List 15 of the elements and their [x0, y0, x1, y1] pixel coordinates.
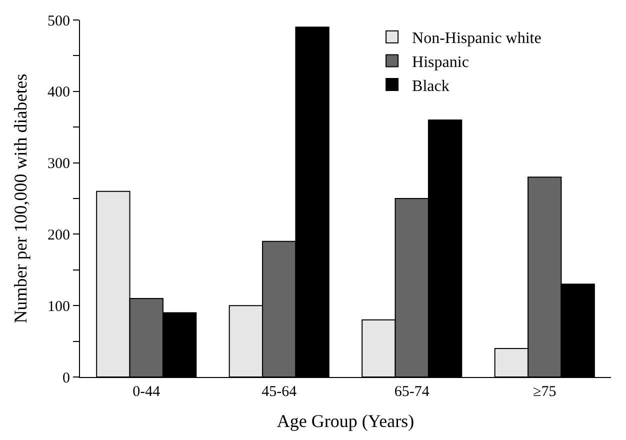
- x-axis-title: Age Group (Years): [276, 411, 414, 432]
- legend-label: Non-Hispanic white: [412, 30, 542, 48]
- legend-label: Black: [412, 78, 450, 95]
- x-tick-label: 65-74: [394, 384, 430, 400]
- y-tick-label: 200: [48, 227, 70, 244]
- y-tick-label: 100: [48, 298, 70, 315]
- x-tick-label: 0-44: [132, 384, 161, 400]
- y-axis-title: Number per 100,000 with diabetes: [10, 74, 31, 324]
- y-tick-label: 500: [48, 13, 70, 30]
- legend-label: Hispanic: [412, 54, 469, 71]
- y-tick-label: 400: [48, 84, 70, 101]
- y-tick-label: 0: [62, 370, 70, 386]
- x-tick-label: 45-64: [262, 384, 298, 400]
- x-tick-label: ≥75: [533, 384, 556, 400]
- y-tick-label: 300: [48, 156, 70, 172]
